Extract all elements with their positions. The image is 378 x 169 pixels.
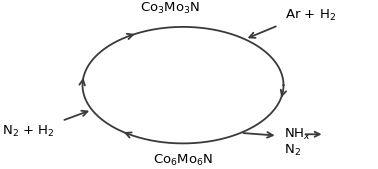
Text: N$_2$: N$_2$ — [284, 143, 301, 159]
Text: Co$_3$Mo$_3$N: Co$_3$Mo$_3$N — [139, 1, 200, 16]
Text: Co$_6$Mo$_6$N: Co$_6$Mo$_6$N — [153, 153, 213, 168]
Text: N$_2$ + H$_2$: N$_2$ + H$_2$ — [2, 124, 55, 139]
Text: NH$_x$: NH$_x$ — [284, 127, 311, 142]
Text: Ar + H$_2$: Ar + H$_2$ — [285, 7, 336, 23]
